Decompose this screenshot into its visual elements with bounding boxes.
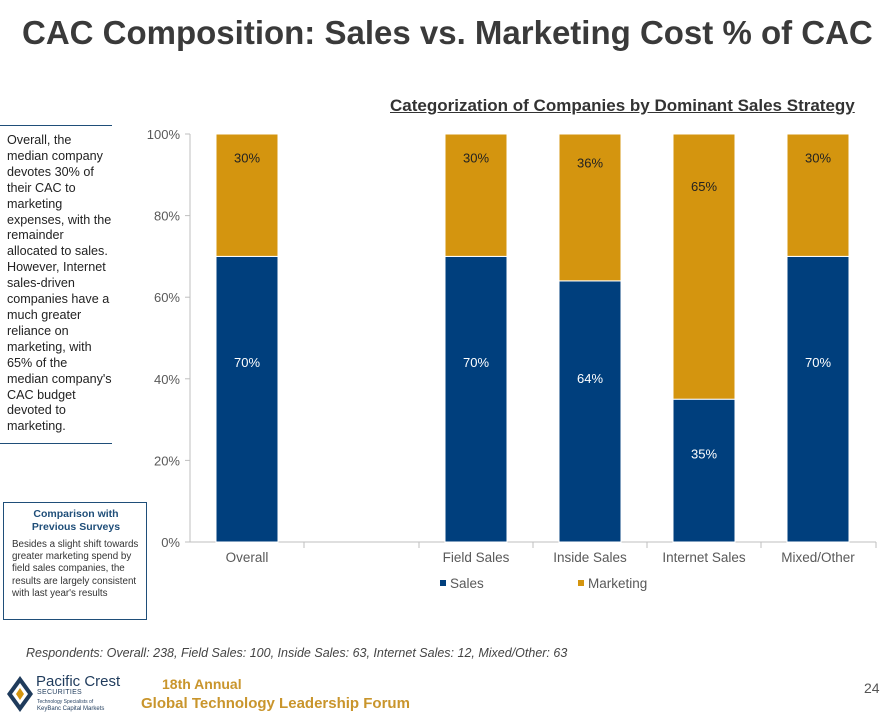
data-label-sales: 35% [691,447,717,462]
bar-marketing-mixed-other [786,133,850,257]
data-label-sales: 70% [463,355,489,370]
x-tick-label: Inside Sales [553,550,627,565]
bar-sales-field-sales [444,255,508,543]
bar-sales-inside-sales [558,280,622,543]
y-tick-label: 100% [147,127,181,142]
crest-mark-icon [7,676,33,712]
legend-swatch-marketing [578,580,584,586]
legend-swatch-sales [440,580,446,586]
side-note: Overall, the median company devotes 30% … [0,125,112,445]
logo-sub: SECURITIES [37,689,83,696]
y-tick-label: 0% [161,535,180,550]
y-tick-label: 80% [154,209,180,224]
stacked-bar-chart: 0% 20% 40% 60% 80% 100% 70% 30% Overall 70% 30% Fie… [147,127,877,591]
legend-label-sales: Sales [450,576,484,591]
logo-name: Pacific Crest [36,673,121,690]
data-label-sales: 70% [805,355,831,370]
data-label-marketing: 30% [463,150,489,165]
pacific-crest-logo: Pacific Crest SECURITIES Technology Spec… [6,672,134,716]
y-tick-label: 60% [154,290,180,305]
comparison-box-text: Besides a slight shift towards greater m… [12,539,139,599]
y-tick-label: 20% [154,453,180,468]
comparison-box: Comparison with Previous Surveys Besides… [3,502,147,620]
comparison-box-title: Comparison with Previous Surveys [31,508,121,533]
legend-label-marketing: Marketing [588,576,647,591]
chart-subtitle: Categorization of Companies by Dominant … [390,96,855,115]
bar-sales-overall [215,255,279,543]
forum-edition: 18th Annual [162,676,242,692]
x-tick-label: Overall [226,550,269,565]
bar-marketing-inside-sales [558,133,622,282]
slide-title: CAC Composition: Sales vs. Marketing Cos… [22,14,873,51]
page-number: 24 [864,680,880,696]
bar-marketing-overall [215,133,279,257]
data-label-marketing: 65% [691,179,717,194]
logo-bank: KeyBanc Capital Markets [37,706,105,712]
data-label-sales: 64% [577,371,603,386]
bar-marketing-field-sales [444,133,508,257]
data-label-marketing: 30% [234,150,260,165]
respondents-footnote: Respondents: Overall: 238, Field Sales: … [26,646,568,660]
data-label-sales: 70% [234,355,260,370]
x-tick-label: Mixed/Other [781,550,855,565]
bar-marketing-internet-sales [672,133,736,400]
y-tick-label: 40% [154,372,180,387]
x-tick-label: Internet Sales [662,550,746,565]
x-tick-label: Field Sales [443,550,510,565]
forum-name: Global Technology Leadership Forum [141,695,410,712]
bar-sales-internet-sales [672,398,736,543]
data-label-marketing: 30% [805,150,831,165]
bar-sales-mixed-other [786,255,850,543]
data-label-marketing: 36% [577,155,603,170]
logo-tagline: Technology Specialists of [37,699,94,705]
